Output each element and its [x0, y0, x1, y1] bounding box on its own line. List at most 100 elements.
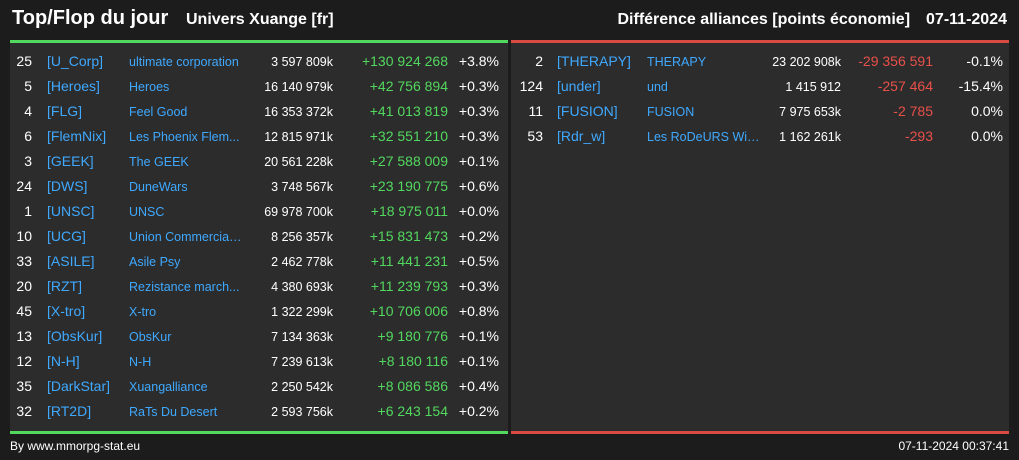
alliance-tag-link[interactable]: [N-H] — [47, 353, 80, 369]
alliance-tag-link[interactable]: [THERAPY] — [557, 53, 631, 69]
rank-cell: 1 — [24, 203, 32, 219]
alliance-name-link[interactable]: Xuangalliance — [129, 380, 208, 394]
table-row: 10 [UCG] Union Commerciale... 8 256 357k +15… — [10, 225, 508, 250]
alliance-name-link[interactable]: Les Phoenix Flem... — [129, 130, 240, 144]
header: Top/Flop du jour Univers Xuange [fr] Dif… — [0, 0, 1019, 40]
table-row: 45 [X-tro] X-tro 1 322 299k +10 706 006 +0.8% — [10, 300, 508, 325]
percent-cell: +0.1% — [458, 153, 499, 169]
alliance-name-link[interactable]: DuneWars — [129, 180, 188, 194]
alliance-name-link[interactable]: ultimate corporation — [129, 55, 239, 69]
rank-cell: 3 — [24, 153, 32, 169]
difference-cell: +32 551 210 — [369, 128, 448, 144]
alliance-tag-link[interactable]: [Heroes] — [47, 78, 100, 94]
alliance-tag-link[interactable]: [DWS] — [47, 178, 88, 194]
alliance-name-link[interactable]: und — [647, 80, 668, 94]
percent-cell: +0.5% — [458, 253, 499, 269]
alliance-name-link[interactable]: Asile Psy — [129, 255, 181, 269]
alliance-tag-link[interactable]: [RT2D] — [47, 403, 92, 419]
points-cell: 1 415 912 — [785, 80, 841, 94]
rank-cell: 33 — [16, 253, 32, 269]
rank-cell: 13 — [16, 328, 32, 344]
alliance-name-link[interactable]: UNSC — [129, 205, 165, 219]
alliance-name-link[interactable]: ObsKur — [129, 330, 172, 344]
rank-cell: 25 — [16, 53, 32, 69]
percent-cell: -0.1% — [966, 53, 1003, 69]
alliance-tag-link[interactable]: [DarkStar] — [47, 378, 111, 394]
table-row: 13 [ObsKur] ObsKur 7 134 363k +9 180 776 +0.1… — [10, 325, 508, 350]
points-cell: 20 561 228k — [264, 155, 333, 169]
rank-cell: 24 — [16, 178, 32, 194]
flop-list: 2 [THERAPY] THERAPY 23 202 908k -29 356 591 -… — [511, 50, 1009, 150]
alliance-tag-link[interactable]: [ASILE] — [47, 253, 95, 269]
table-row: 32 [RT2D] RaTs Du Desert 2 593 756k +6 243 1… — [10, 400, 508, 425]
rank-cell: 20 — [16, 278, 32, 294]
header-date: 07-11-2024 — [926, 11, 1007, 28]
difference-cell: +11 441 231 — [370, 253, 448, 269]
points-cell: 7 134 363k — [271, 330, 333, 344]
percent-cell: 0.0% — [971, 128, 1003, 144]
points-cell: 3 748 567k — [271, 180, 333, 194]
difference-cell: -2 785 — [893, 103, 933, 119]
alliance-tag-link[interactable]: [UNSC] — [47, 203, 95, 219]
universe-subtitle: Univers Xuange [fr] — [186, 11, 334, 28]
alliance-name-link[interactable]: Union Commerciale... — [129, 230, 244, 244]
percent-cell: +0.4% — [458, 378, 499, 394]
alliance-tag-link[interactable]: [RZT] — [47, 278, 82, 294]
alliance-name-link[interactable]: Heroes — [129, 80, 170, 94]
alliance-name-link[interactable]: Les RoDeURS Win... — [647, 130, 763, 144]
difference-cell: +15 831 473 — [369, 228, 448, 244]
percent-cell: +0.1% — [458, 328, 499, 344]
points-cell: 3 597 809k — [271, 55, 333, 69]
flop-panel: 2 [THERAPY] THERAPY 23 202 908k -29 356 591 -… — [511, 40, 1009, 434]
footer-credit[interactable]: By www.mmorpg-stat.eu — [10, 439, 141, 453]
table-row: 35 [DarkStar] Xuangalliance 2 250 542k +8 08… — [10, 375, 508, 400]
percent-cell: +0.3% — [458, 128, 499, 144]
alliance-tag-link[interactable]: [Rdr_w] — [557, 128, 606, 144]
top-panel: 25 [U_Corp] ultimate corporation 3 597 809k… — [10, 40, 508, 434]
alliance-name-link[interactable]: X-tro — [129, 305, 157, 319]
difference-cell: +8 180 116 — [378, 353, 448, 369]
alliance-tag-link[interactable]: [X-tro] — [47, 303, 86, 319]
percent-cell: +0.8% — [458, 303, 499, 319]
alliance-name-link[interactable]: THERAPY — [647, 55, 707, 69]
percent-cell: +0.6% — [458, 178, 499, 194]
points-cell: 8 256 357k — [271, 230, 333, 244]
rank-cell: 6 — [24, 128, 32, 144]
points-cell: 1 322 299k — [271, 305, 333, 319]
alliance-name-link[interactable]: N-H — [129, 355, 152, 369]
alliance-tag-link[interactable]: [GEEK] — [47, 153, 94, 169]
rank-cell: 2 — [535, 53, 543, 69]
alliance-name-link[interactable]: Feel Good — [129, 105, 188, 119]
alliance-tag-link[interactable]: [FUSION] — [557, 103, 618, 119]
rank-cell: 12 — [16, 353, 32, 369]
difference-cell: +23 190 775 — [369, 178, 448, 194]
rank-cell: 32 — [16, 403, 32, 419]
alliance-name-link[interactable]: RaTs Du Desert — [129, 405, 218, 419]
alliance-tag-link[interactable]: [FLG] — [47, 103, 83, 119]
points-cell: 69 978 700k — [264, 205, 333, 219]
alliance-tag-link[interactable]: [UCG] — [47, 228, 86, 244]
percent-cell: +0.3% — [458, 103, 499, 119]
alliance-name-link[interactable]: Rezistance march... — [129, 280, 240, 294]
alliance-name-link[interactable]: FUSION — [647, 105, 695, 119]
alliance-name-link[interactable]: The GEEK — [129, 155, 189, 169]
difference-cell: +8 086 586 — [377, 378, 448, 394]
points-cell: 7 239 613k — [271, 355, 333, 369]
alliance-tag-link[interactable]: [U_Corp] — [47, 53, 104, 69]
table-row: 2 [THERAPY] THERAPY 23 202 908k -29 356 591 -… — [511, 50, 1009, 75]
table-row: 6 [FlemNix] Les Phoenix Flem... 12 815 971k… — [10, 125, 508, 150]
percent-cell: +0.3% — [458, 78, 499, 94]
difference-cell: -293 — [904, 128, 933, 144]
rank-cell: 10 — [16, 228, 32, 244]
difference-cell: -257 464 — [877, 78, 933, 94]
alliance-tag-link[interactable]: [under] — [557, 78, 601, 94]
alliance-tag-link[interactable]: [ObsKur] — [47, 328, 103, 344]
alliance-tag-link[interactable]: [FlemNix] — [47, 128, 107, 144]
points-cell: 2 593 756k — [271, 405, 333, 419]
points-cell: 7 975 653k — [779, 105, 841, 119]
percent-cell: +0.2% — [458, 403, 499, 419]
percent-cell: -15.4% — [958, 78, 1003, 94]
table-row: 20 [RZT] Rezistance march... 4 380 693k +11 … — [10, 275, 508, 300]
points-cell: 16 140 979k — [264, 80, 333, 94]
